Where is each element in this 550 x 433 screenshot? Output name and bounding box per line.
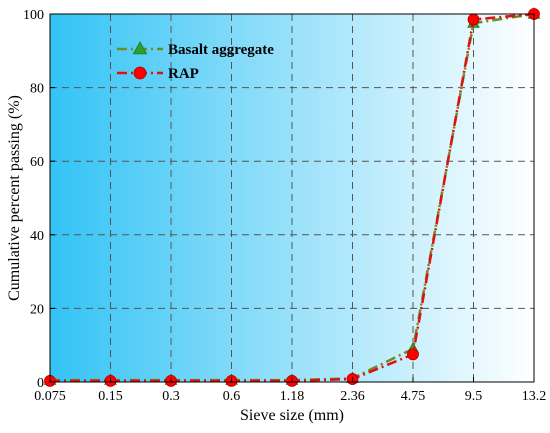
y-tick-label: 60 [30,155,44,170]
y-tick-label: 20 [30,302,44,317]
y-tick-label: 100 [23,8,44,23]
legend: Basalt aggregate RAP [117,41,274,82]
x-tick-label: 2.36 [340,389,365,404]
y-tick-label: 40 [30,229,44,244]
x-tick-label: 1.18 [280,389,305,404]
x-tick-label: 9.5 [465,389,483,404]
x-tick-label: 4.75 [401,389,426,404]
grid-lines [50,14,534,382]
legend-marker [133,66,147,80]
y-tick-label: 0 [37,376,44,391]
legend-label: RAP [168,66,199,82]
legend-label: Basalt aggregate [168,42,274,58]
x-tick-label: 0.3 [162,389,180,404]
data-point [407,348,419,361]
y-tick-label: 80 [30,82,44,97]
x-tick-label: 0.075 [34,389,66,404]
legend-item: Basalt aggregate [117,41,274,58]
x-tick-label: 0.6 [223,389,241,404]
data-point [467,13,480,26]
y-axis-title: Cumulative percent passing (%) [6,95,23,301]
x-tick-label: 13.2 [522,389,547,404]
x-axis-title: Sieve size (mm) [240,407,344,424]
legend-marker [132,41,148,55]
x-tick-label: 0.15 [98,389,123,404]
legend-item: RAP [117,66,199,82]
tick-labels: 0.075 0.15 0.3 0.6 1.18 2.36 4.75 9.5 13.2 0 20 40 6… [23,8,546,404]
